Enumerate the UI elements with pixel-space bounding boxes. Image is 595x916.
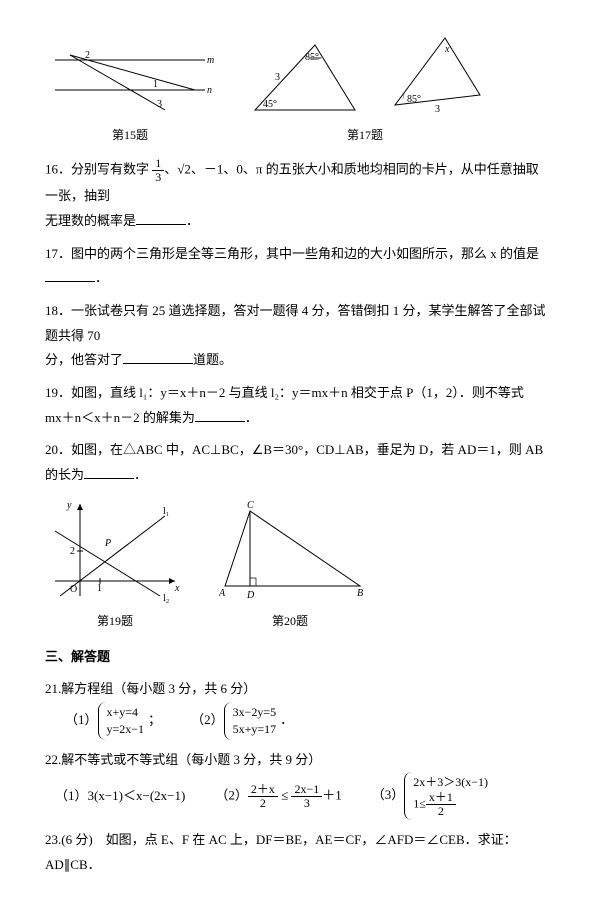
q21-1: （1）x+y=4y=2x−1； [65,702,161,740]
fig17-caption: 第17题 [347,124,383,147]
q16-list: 、√2、－1、0、π [164,161,262,176]
frac-1-3: 13 [152,157,164,184]
svg-text:45°: 45° [263,99,277,110]
q17-text: 17．图中的两个三角形是全等三角形，其中一些角和边的大小如图所示，那么 x 的值… [45,246,539,261]
q16-pre: 16．分别写有数字 [45,161,152,176]
section-3-heading: 三、解答题 [45,645,550,670]
mid-figures-row: O x y l₁ l₂ P 1 2 第19题 A B C D 第20题 [45,496,550,633]
q18a: 18．一张试卷只有 25 道选择题，答对一题得 4 分，答错倒扣 1 分，某学生… [45,303,546,343]
svg-text:P: P [104,538,111,549]
fig20-caption: 第20题 [272,610,308,633]
fig15-svg: 2 1 3 m n [45,30,215,120]
q22-3: （3）2x＋3＞3(x−1)1≤x＋12 [372,772,492,820]
q16-tail: 无理数的概率是 [45,213,136,228]
svg-text:O: O [70,584,77,595]
q18c: 道题。 [193,352,232,367]
svg-text:n: n [207,85,212,96]
svg-text:l₂: l₂ [163,593,169,604]
fig19-svg: O x y l₁ l₂ P 1 2 [45,496,185,606]
question-17: 17．图中的两个三角形是全等三角形，其中一些角和边的大小如图所示，那么 x 的值… [45,242,550,291]
blank [136,211,186,225]
question-20: 20．如图，在△ABC 中，AC⊥BC，∠B＝30°，CD⊥AB，垂足为 D，若… [45,438,550,487]
svg-text:y: y [66,500,72,511]
svg-text:85°: 85° [407,94,421,105]
q22-1: （1）3(x−1)＜x−(2x−1) [55,784,185,809]
question-18: 18．一张试卷只有 25 道选择题，答对一题得 4 分，答错倒扣 1 分，某学生… [45,299,550,373]
svg-text:B: B [357,588,363,599]
svg-text:m: m [207,55,214,66]
svg-text:x: x [444,44,450,55]
svg-text:A: A [218,588,226,599]
question-22: 22.解不等式或不等式组（每小题 3 分，共 9 分） （1）3(x−1)＜x−… [45,748,550,821]
svg-text:3: 3 [435,104,440,115]
blank [84,465,134,479]
svg-text:2: 2 [70,546,75,557]
svg-text:l₁: l₁ [163,506,169,517]
q18b: 分，他答对了 [45,352,123,367]
blank [123,350,193,364]
svg-text:2: 2 [85,50,90,61]
svg-text:3: 3 [157,99,162,110]
q22-heading: 22.解不等式或不等式组（每小题 3 分，共 9 分） [45,748,550,773]
figure-19: O x y l₁ l₂ P 1 2 第19题 [45,496,185,633]
svg-text:C: C [247,500,254,511]
fig19-caption: 第19题 [97,610,133,633]
svg-text:x: x [174,583,180,594]
q21-heading: 21.解方程组（每小题 3 分，共 6 分） [45,677,550,702]
fig20-svg: A B C D [205,496,375,606]
fig15-caption: 第15题 [112,124,148,147]
q21-2: （2）3x−2y=55x+y=17． [191,702,293,740]
q22-2: （2）2＋x2 ≤ 2x−13＋1 [215,783,341,810]
svg-text:D: D [246,590,255,601]
svg-text:1: 1 [153,79,158,90]
figure-15: 2 1 3 m n 第15题 [45,30,215,147]
figure-20: A B C D 第20题 [205,496,375,633]
svg-text:3: 3 [275,72,280,83]
fig17-svg: 45° 85° 3 85° x 3 [235,30,495,120]
question-19: 19．如图，直线 l₁：y＝x＋n－2 与直线 l₂：y＝mx＋n 相交于点 P… [45,381,550,430]
q19b: mx＋n＜x＋n－2 的解集为 [45,410,195,425]
figure-17: 45° 85° 3 85° x 3 第17题 [235,30,495,147]
blank [195,408,245,422]
q19a: 19．如图，直线 l₁：y＝x＋n－2 与直线 l₂：y＝mx＋n 相交于点 P… [45,385,524,400]
svg-text:1: 1 [97,583,102,594]
top-figures-row: 2 1 3 m n 第15题 45° 85° 3 85° x 3 第17题 [45,30,550,147]
blank [45,268,95,282]
question-16: 16．分别写有数字 13、√2、－1、0、π 的五张大小和质地均相同的卡片，从中… [45,157,550,234]
question-23: 23.(6 分) 如图，点 E、F 在 AC 上，DF＝BE，AE＝CF，∠AF… [45,828,550,877]
question-21: 21.解方程组（每小题 3 分，共 6 分） （1）x+y=4y=2x−1； （… [45,677,550,739]
